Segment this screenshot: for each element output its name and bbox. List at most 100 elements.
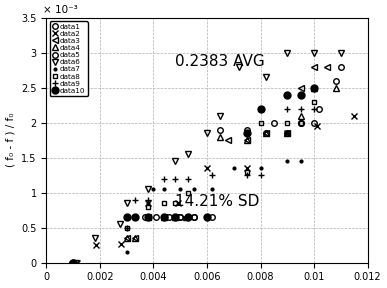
data1 xyxy=(71,261,75,264)
data9 xyxy=(162,177,166,181)
data7 xyxy=(124,251,129,254)
data6 xyxy=(237,65,241,69)
Line: data3: data3 xyxy=(70,64,330,266)
data3 xyxy=(146,215,151,219)
data9 xyxy=(124,226,129,230)
Y-axis label: ( f₀ - f ) / f₀: ( f₀ - f ) / f₀ xyxy=(5,113,15,168)
data8 xyxy=(71,261,75,264)
data1 xyxy=(132,215,137,219)
data1 xyxy=(218,128,223,132)
data9 xyxy=(71,261,75,264)
Line: data8: data8 xyxy=(71,100,316,265)
data8 xyxy=(258,121,263,124)
data6 xyxy=(118,223,122,226)
data3 xyxy=(312,65,317,69)
data6 xyxy=(173,160,177,163)
Line: data6: data6 xyxy=(73,50,344,266)
data7 xyxy=(71,261,75,264)
data5 xyxy=(210,215,215,219)
data7 xyxy=(285,160,289,163)
data2 xyxy=(175,202,180,205)
data5 xyxy=(264,132,268,135)
data9 xyxy=(245,173,250,177)
data2 xyxy=(352,114,356,118)
data4 xyxy=(183,215,188,219)
data2 xyxy=(75,261,79,264)
data4 xyxy=(146,215,151,219)
data3 xyxy=(264,132,268,135)
data8 xyxy=(146,205,151,209)
data3 xyxy=(124,236,129,240)
data2 xyxy=(205,166,209,170)
data5 xyxy=(132,215,137,219)
data5 xyxy=(285,132,289,135)
data8 xyxy=(285,121,289,124)
Line: data2: data2 xyxy=(74,113,357,266)
data8 xyxy=(162,202,166,205)
data4 xyxy=(71,261,75,264)
data3 xyxy=(71,261,75,264)
data6 xyxy=(146,187,151,191)
data4 xyxy=(71,261,75,264)
data5 xyxy=(71,261,75,264)
data5 xyxy=(312,121,317,124)
data6 xyxy=(92,236,97,240)
Line: data5: data5 xyxy=(70,78,338,266)
data7 xyxy=(298,160,303,163)
data3 xyxy=(298,86,303,90)
data4 xyxy=(333,86,338,90)
data6 xyxy=(218,114,223,118)
data9 xyxy=(312,107,317,111)
data4 xyxy=(132,236,137,240)
data1 xyxy=(178,215,183,219)
data8 xyxy=(298,121,303,124)
data3 xyxy=(173,215,177,219)
data8 xyxy=(245,170,250,173)
data9 xyxy=(258,173,263,177)
data10 xyxy=(162,215,166,219)
data6 xyxy=(74,261,78,264)
data6 xyxy=(264,75,268,79)
data10 xyxy=(312,86,317,90)
data7 xyxy=(258,166,263,170)
data3 xyxy=(183,215,188,219)
data1 xyxy=(317,107,322,111)
data10 xyxy=(132,215,137,219)
data2 xyxy=(146,202,151,205)
data3 xyxy=(285,132,289,135)
data9 xyxy=(285,107,289,111)
data1 xyxy=(69,261,74,264)
data5 xyxy=(124,215,129,219)
data3 xyxy=(132,236,137,240)
data7 xyxy=(178,187,183,191)
data8 xyxy=(71,261,75,264)
Line: data9: data9 xyxy=(70,105,318,266)
data7 xyxy=(231,166,236,170)
data3 xyxy=(245,139,250,142)
data9 xyxy=(71,261,75,264)
data8 xyxy=(132,215,137,219)
data4 xyxy=(264,132,268,135)
data3 xyxy=(325,65,330,69)
data9 xyxy=(132,198,137,202)
data10 xyxy=(124,215,129,219)
data10 xyxy=(258,107,263,111)
data1 xyxy=(167,215,172,219)
data1 xyxy=(124,215,129,219)
data9 xyxy=(186,177,190,181)
data4 xyxy=(173,215,177,219)
data9 xyxy=(173,177,177,181)
data5 xyxy=(298,121,303,124)
data10 xyxy=(186,215,190,219)
data1 xyxy=(154,215,158,219)
data5 xyxy=(191,215,196,219)
data4 xyxy=(312,86,317,90)
data7 xyxy=(210,187,215,191)
data7 xyxy=(191,187,196,191)
data3 xyxy=(226,139,231,142)
data7 xyxy=(146,202,151,205)
Line: data1: data1 xyxy=(69,64,344,266)
data4 xyxy=(218,135,223,139)
data6 xyxy=(205,132,209,135)
data10 xyxy=(245,132,250,135)
